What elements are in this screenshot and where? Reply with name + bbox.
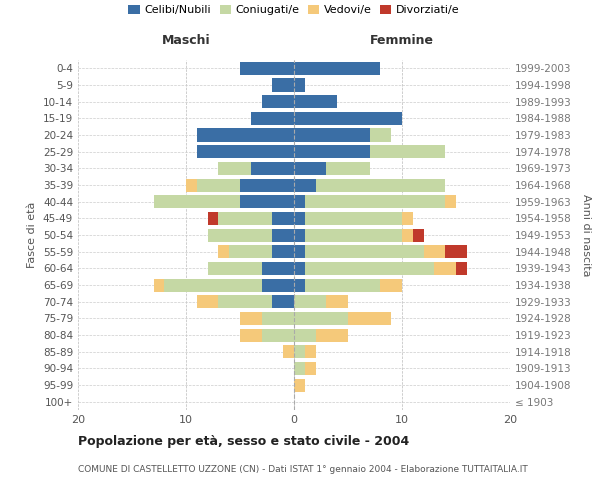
Bar	[370, 145, 445, 158]
Bar	[294, 145, 370, 158]
Bar	[197, 128, 294, 141]
Bar	[262, 278, 294, 291]
Bar	[294, 378, 305, 392]
Bar	[326, 295, 348, 308]
Bar	[326, 162, 370, 175]
Bar	[272, 78, 294, 92]
Bar	[294, 245, 305, 258]
Bar	[218, 162, 251, 175]
Bar	[294, 95, 337, 108]
Bar	[434, 262, 456, 275]
Bar	[218, 245, 229, 258]
Bar	[294, 162, 326, 175]
Bar	[305, 362, 316, 375]
Bar	[294, 62, 380, 75]
Bar	[305, 228, 402, 241]
Bar	[154, 278, 164, 291]
Bar	[305, 278, 380, 291]
Bar	[262, 262, 294, 275]
Bar	[251, 162, 294, 175]
Bar	[294, 212, 305, 225]
Bar	[305, 195, 445, 208]
Bar	[197, 295, 218, 308]
Bar	[262, 312, 294, 325]
Bar	[240, 195, 294, 208]
Bar	[240, 312, 262, 325]
Bar	[305, 262, 434, 275]
Bar	[218, 212, 272, 225]
Bar	[262, 95, 294, 108]
Bar	[348, 312, 391, 325]
Bar	[294, 278, 305, 291]
Bar	[380, 278, 402, 291]
Bar	[283, 345, 294, 358]
Bar	[316, 178, 445, 192]
Bar	[294, 262, 305, 275]
Legend: Celibi/Nubili, Coniugati/e, Vedovi/e, Divorziati/e: Celibi/Nubili, Coniugati/e, Vedovi/e, Di…	[126, 2, 462, 18]
Bar	[240, 328, 262, 342]
Bar	[294, 228, 305, 241]
Bar	[218, 295, 272, 308]
Bar	[294, 112, 402, 125]
Bar	[208, 262, 262, 275]
Bar	[262, 328, 294, 342]
Bar	[208, 228, 272, 241]
Text: Femmine: Femmine	[370, 34, 434, 48]
Bar	[251, 112, 294, 125]
Bar	[294, 78, 305, 92]
Bar	[294, 312, 348, 325]
Bar	[272, 212, 294, 225]
Text: Popolazione per età, sesso e stato civile - 2004: Popolazione per età, sesso e stato civil…	[78, 435, 409, 448]
Bar	[208, 212, 218, 225]
Bar	[294, 328, 316, 342]
Bar	[294, 362, 305, 375]
Bar	[402, 228, 413, 241]
Bar	[197, 145, 294, 158]
Bar	[154, 195, 240, 208]
Text: Maschi: Maschi	[161, 34, 211, 48]
Bar	[316, 328, 348, 342]
Y-axis label: Anni di nascita: Anni di nascita	[581, 194, 591, 276]
Bar	[164, 278, 262, 291]
Bar	[240, 62, 294, 75]
Bar	[294, 178, 316, 192]
Bar	[305, 345, 316, 358]
Bar	[305, 212, 402, 225]
Bar	[370, 128, 391, 141]
Bar	[294, 195, 305, 208]
Bar	[424, 245, 445, 258]
Bar	[445, 195, 456, 208]
Y-axis label: Fasce di età: Fasce di età	[28, 202, 37, 268]
Bar	[402, 212, 413, 225]
Bar	[305, 245, 424, 258]
Bar	[456, 262, 467, 275]
Bar	[272, 228, 294, 241]
Bar	[294, 295, 326, 308]
Bar	[197, 178, 240, 192]
Text: COMUNE DI CASTELLETTO UZZONE (CN) - Dati ISTAT 1° gennaio 2004 - Elaborazione TU: COMUNE DI CASTELLETTO UZZONE (CN) - Dati…	[78, 465, 528, 474]
Bar	[294, 345, 305, 358]
Bar	[413, 228, 424, 241]
Bar	[445, 245, 467, 258]
Bar	[186, 178, 197, 192]
Bar	[229, 245, 272, 258]
Bar	[240, 178, 294, 192]
Bar	[272, 245, 294, 258]
Bar	[294, 128, 370, 141]
Bar	[272, 295, 294, 308]
